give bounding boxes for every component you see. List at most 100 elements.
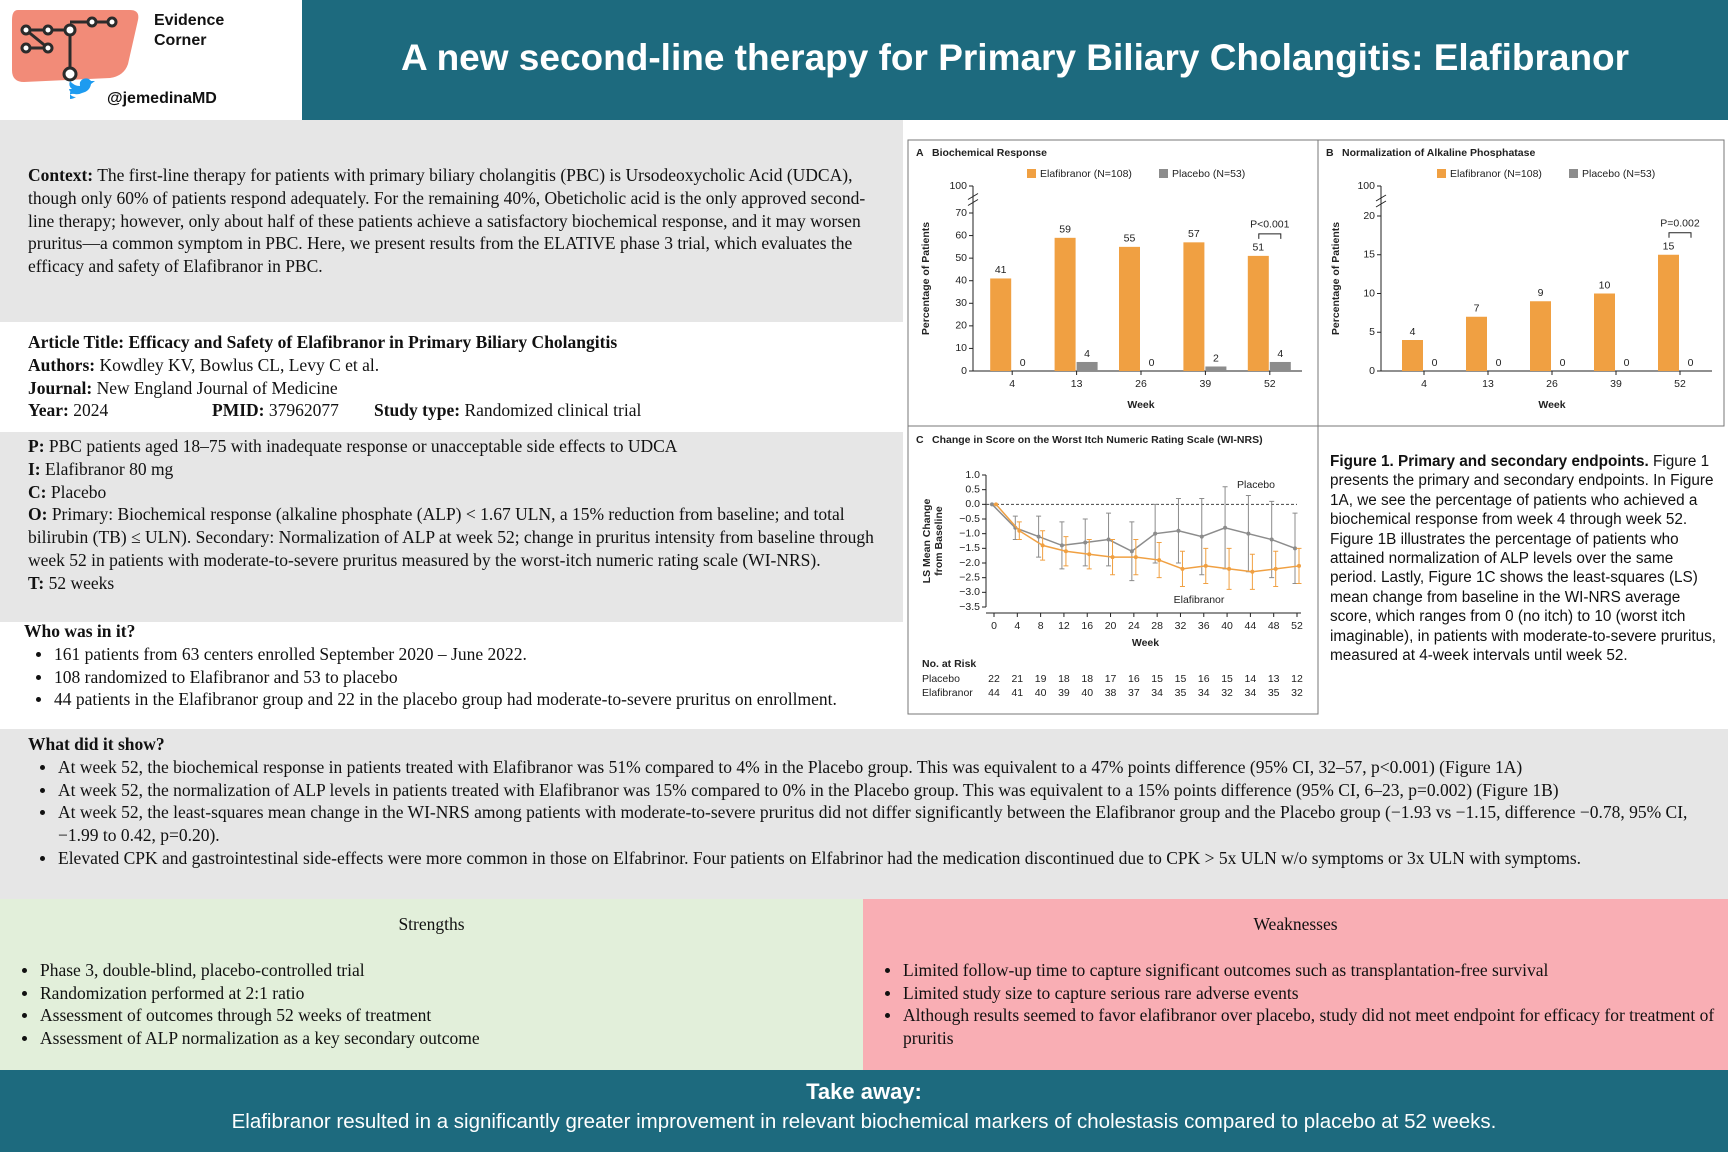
label: Journal: — [28, 377, 93, 398]
at-risk-value: 34 — [1245, 687, 1257, 699]
y-axis-label: Percentage of Patients — [1330, 222, 1342, 335]
bracket — [1668, 232, 1692, 238]
field: C: Placebo — [28, 481, 890, 504]
list-item: Randomization performed at 2:1 ratio — [22, 982, 853, 1005]
point — [1293, 546, 1297, 551]
at-risk-value: 38 — [1105, 687, 1117, 699]
list: Phase 3, double-blind, placebo-controlle… — [10, 959, 853, 1050]
error-bar — [1175, 497, 1181, 564]
value: 52 weeks — [48, 572, 115, 593]
at-risk-value: 21 — [1011, 673, 1023, 685]
point — [1017, 528, 1022, 533]
panel-title: Normalization of Alkaline Phosphatase — [1342, 147, 1535, 159]
heading: Strengths — [398, 914, 465, 934]
list-item: 161 patients from 63 centers enrolled Se… — [36, 643, 894, 666]
at-risk-value: 18 — [1081, 673, 1093, 685]
list-item: Assessment of outcomes through 52 weeks … — [22, 1004, 853, 1027]
at-risk-value: 15 — [1221, 673, 1233, 685]
x-tick-label: 39 — [1200, 378, 1212, 390]
x-tick-label: 8 — [1038, 620, 1044, 632]
x-axis-label: Week — [1127, 399, 1154, 411]
error-bar — [1226, 547, 1232, 590]
list-item: Assessment of ALP normalization as a key… — [22, 1027, 853, 1050]
point — [1013, 525, 1018, 530]
y-tick-label: 0.5 — [965, 483, 980, 495]
bracket — [1258, 233, 1282, 239]
error-bar — [1199, 497, 1205, 576]
y-tick-label: 60 — [955, 229, 967, 241]
at-risk-value: 32 — [1291, 687, 1303, 699]
point — [1250, 569, 1255, 574]
bar — [1183, 242, 1205, 371]
y-tick-label: 100 — [949, 180, 967, 192]
y-axis-label: from Baseline — [933, 506, 945, 576]
bar — [1402, 340, 1423, 371]
x-tick-label: 4 — [1014, 620, 1020, 632]
y-tick-label: −0.5 — [959, 513, 980, 525]
logo — [12, 10, 139, 99]
point — [990, 502, 994, 507]
caption: Figure 1. Primary and secondary endpoint… — [1330, 452, 1722, 665]
error-bar — [1273, 550, 1279, 587]
error-bar — [1269, 500, 1275, 579]
bar — [1594, 293, 1615, 371]
legend-swatch — [1159, 169, 1168, 178]
field: I: Elafibranor 80 mg — [28, 458, 890, 481]
value: Placebo — [50, 481, 107, 502]
at-risk-value: 37 — [1128, 687, 1140, 699]
x-tick-label: 4 — [1421, 378, 1427, 390]
panel-title: Biochemical Response — [932, 147, 1047, 159]
x-tick-label: 44 — [1245, 620, 1257, 632]
x-tick-label: 52 — [1264, 378, 1276, 390]
heading: Weaknesses — [1253, 914, 1338, 934]
point — [1223, 525, 1228, 530]
value-label: 59 — [1059, 224, 1071, 236]
value-label: 57 — [1188, 228, 1200, 240]
field: Year: 2024 — [28, 399, 108, 422]
who: Who was in it? 161 patients from 63 cente… — [24, 620, 894, 711]
label: I: — [28, 458, 41, 479]
heading: What did it show? — [28, 734, 165, 754]
panel-letter: B — [1326, 147, 1334, 159]
value-label: 4 — [1410, 326, 1416, 338]
point — [1153, 531, 1158, 536]
context-bg — [0, 120, 903, 322]
pico-bg — [0, 432, 903, 622]
annotation: P=0.002 — [1660, 218, 1700, 230]
list-item: Limited follow-up time to capture signif… — [885, 959, 1718, 982]
x-tick-label: 26 — [1546, 378, 1558, 390]
legend-swatch — [1437, 169, 1446, 178]
value: 37962077 — [268, 400, 339, 421]
point — [1297, 563, 1301, 568]
takeaway-bg — [0, 1070, 1728, 1152]
x-tick-label: 24 — [1128, 620, 1140, 632]
value: Primary: Biochemical response (alkaline … — [28, 504, 874, 570]
x-tick-label: 12 — [1058, 620, 1070, 632]
list-item: At week 52, the biochemical response in … — [40, 756, 1718, 779]
y-tick-label: −2.5 — [959, 571, 980, 583]
value-label: 0 — [1688, 357, 1694, 369]
x-tick-label: 28 — [1151, 620, 1163, 632]
error-bar — [1179, 550, 1185, 587]
at-risk-value: 15 — [1151, 673, 1163, 685]
error-bar — [1133, 539, 1139, 576]
value-label: 41 — [995, 264, 1007, 276]
point — [1269, 537, 1274, 542]
legend-label: Placebo (N=53) — [1582, 168, 1655, 180]
x-tick-label: 52 — [1291, 620, 1303, 632]
series-line — [995, 503, 1300, 573]
bar — [1530, 301, 1551, 371]
y-tick-label: −1.0 — [959, 527, 980, 539]
point — [1199, 534, 1204, 539]
panel-letter: A — [916, 147, 924, 159]
error-bar — [1296, 547, 1302, 585]
caption-label: Figure 1. Primary and secondary endpoint… — [1330, 453, 1649, 470]
x-tick-label: 20 — [1105, 620, 1117, 632]
label: T: — [28, 572, 45, 593]
error-bar — [1156, 541, 1162, 579]
point — [1157, 558, 1162, 563]
y-tick-label: 20 — [1363, 210, 1375, 222]
weaknesses: Weaknesses Limited follow-up time to capt… — [873, 913, 1718, 1050]
point — [1176, 528, 1181, 533]
value: Elafibranor 80 mg — [45, 458, 174, 479]
